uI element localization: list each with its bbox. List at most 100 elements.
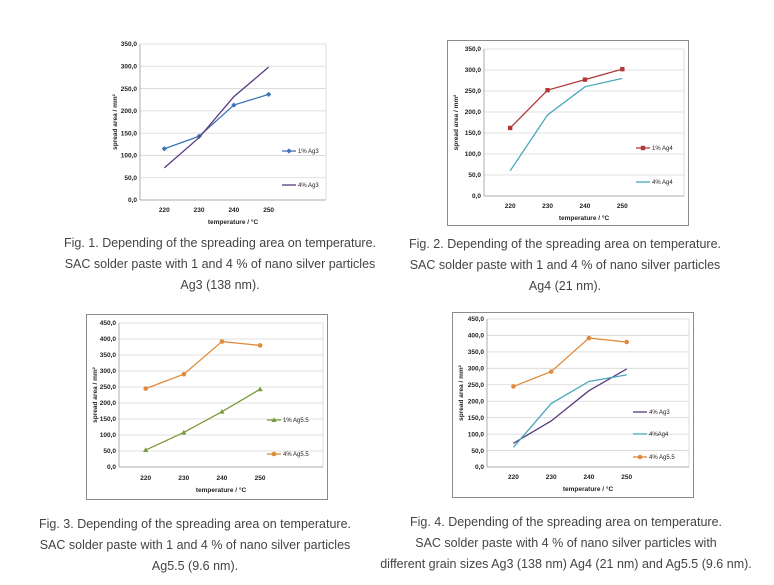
y-tick-label: 400,0 <box>100 336 117 343</box>
x-tick-label: 250 <box>621 474 632 481</box>
data-point <box>181 371 187 377</box>
data-point <box>181 429 187 435</box>
legend-label: 4% Ag5.5 <box>649 455 675 461</box>
data-point <box>624 339 630 345</box>
x-tick-label: 230 <box>546 474 557 481</box>
legend-marker <box>640 145 646 151</box>
series-line-2 <box>512 374 627 448</box>
y-tick-label: 100,0 <box>465 151 482 158</box>
legend-label: 1% Ag5.5 <box>283 418 309 424</box>
y-tick-label: 150,0 <box>465 130 482 137</box>
y-tick-label: 300,0 <box>468 366 485 373</box>
y-tick-label: 350,0 <box>465 46 482 53</box>
legend-label: 1% Ag4 <box>652 146 673 152</box>
data-point <box>257 343 263 348</box>
x-tick-label: 250 <box>255 475 266 482</box>
caption-fig1-line3: Ag3 (138 nm). <box>180 278 260 292</box>
data-point <box>266 91 272 97</box>
legend-label: 1% Ag3 <box>298 149 319 155</box>
y-tick-label: 200,0 <box>100 400 117 407</box>
y-tick-label: 50,0 <box>103 448 116 455</box>
chart-fig1: 0,0 50,0 100,0 150,0 200,0 250,0 300,0 350,0 220… <box>108 36 330 232</box>
caption-fig3-line3: Ag5.5 (9.6 nm). <box>151 559 239 573</box>
series-line-1 <box>164 93 269 150</box>
y-tick-label: 150,0 <box>121 130 138 137</box>
y-tick-label: 0,0 <box>475 464 484 471</box>
legend-label: 4% Ag3 <box>298 183 319 189</box>
x-tick-label: 220 <box>505 203 516 210</box>
y-tick-label: 250,0 <box>121 86 138 93</box>
x-axis-title: temperature / °C <box>563 485 614 493</box>
y-tick-label: 200,0 <box>465 109 482 116</box>
x-tick-label: 240 <box>580 203 591 210</box>
y-tick-label: 350,0 <box>100 352 117 359</box>
series-line-3 <box>513 337 627 388</box>
y-tick-label: 0,0 <box>128 197 137 204</box>
y-axis-title: spread area / mm² <box>92 366 99 422</box>
y-tick-label: 300,0 <box>465 67 482 74</box>
data-point <box>196 133 202 139</box>
chart-fig3-svg: 0,0 50,0 100,0 150,0 200,0 250,0 300,0 350,0 400… <box>92 320 324 494</box>
legend-marker <box>271 451 277 457</box>
x-tick-label: 230 <box>194 207 205 214</box>
y-tick-label: 350,0 <box>468 349 485 356</box>
y-tick-label: 200,0 <box>468 398 485 405</box>
chart-fig3: 0,0 50,0 100,0 150,0 200,0 250,0 300,0 350,0 400… <box>86 314 328 500</box>
data-point <box>586 335 592 341</box>
caption-fig4-line1: Fig. 4. Depending of the spreading area … <box>409 515 722 529</box>
data-point <box>219 339 225 344</box>
y-tick-label: 100,0 <box>121 153 138 160</box>
chart-fig1-svg: 0,0 50,0 100,0 150,0 200,0 250,0 300,0 350,0 220… <box>112 41 327 226</box>
x-tick-label: 240 <box>584 474 595 481</box>
y-tick-label: 200,0 <box>121 108 138 115</box>
caption-fig1-line1: Fig. 1. Depending of the spreading area … <box>63 236 376 250</box>
caption-fig1-line2: SAC solder paste with 1 and 4 % of nano … <box>64 257 376 271</box>
data-point <box>620 66 625 72</box>
chart-fig4-svg: 0,0 50,0 100,0 150,0 200,0 250,0 300,0 350,0 400… <box>458 316 690 493</box>
y-tick-label: 300,0 <box>121 63 138 70</box>
x-tick-label: 240 <box>217 475 228 482</box>
legend-label: 4%Ag4 <box>649 432 669 438</box>
y-tick-label: 250,0 <box>465 88 482 95</box>
x-axis-title: temperature / °C <box>559 214 610 222</box>
x-tick-label: 220 <box>508 474 519 481</box>
chart-fig2: 0,0 50,0 100,0 150,0 200,0 250,0 300,0 350,0 220… <box>447 40 689 226</box>
y-tick-label: 0,0 <box>107 464 116 471</box>
y-tick-label: 300,0 <box>100 368 117 375</box>
x-tick-label: 220 <box>140 475 151 482</box>
y-tick-label: 400,0 <box>468 333 485 340</box>
y-tick-label: 450,0 <box>100 320 117 327</box>
caption-fig1: Fig. 1. Depending of the spreading area … <box>20 233 420 296</box>
series-line-2 <box>145 340 261 390</box>
x-tick-label: 240 <box>228 207 239 214</box>
caption-fig2-line3: Ag4 (21 nm). <box>528 279 602 293</box>
x-tick-label: 230 <box>542 203 553 210</box>
y-tick-label: 450,0 <box>468 316 485 323</box>
data-point <box>231 102 237 108</box>
caption-fig2-line1: Fig. 2. Depending of the spreading area … <box>408 237 721 251</box>
x-tick-label: 250 <box>617 203 628 210</box>
legend-label: 4% Ag4 <box>652 180 673 186</box>
y-tick-label: 150,0 <box>468 415 485 422</box>
caption-fig4-line2: SAC solder paste with 4 % of nano silver… <box>415 536 717 550</box>
series-line-2 <box>509 77 623 172</box>
chart-fig2-svg: 0,0 50,0 100,0 150,0 200,0 250,0 300,0 350,0 220… <box>453 46 685 222</box>
y-axis-title: spread area / mm² <box>453 94 460 150</box>
x-tick-label: 220 <box>159 207 170 214</box>
series-line-1 <box>513 368 628 444</box>
data-point <box>511 384 516 389</box>
x-axis-title: temperature / °C <box>196 486 247 494</box>
caption-fig2-line2: SAC solder paste with 1 and 4 % of nano … <box>409 258 721 272</box>
caption-fig3-line1: Fig. 3. Depending of the spreading area … <box>38 517 351 531</box>
caption-fig3: Fig. 3. Depending of the spreading area … <box>0 514 390 577</box>
y-tick-label: 50,0 <box>468 172 481 179</box>
legend-marker <box>286 148 292 154</box>
y-tick-label: 250,0 <box>468 382 485 389</box>
y-tick-label: 50,0 <box>124 175 137 182</box>
legend-label: 4% Ag5.5 <box>283 452 309 458</box>
data-point <box>548 369 554 374</box>
data-point <box>257 386 263 392</box>
y-tick-label: 0,0 <box>472 193 481 200</box>
x-tick-label: 230 <box>178 475 189 482</box>
series-line-1 <box>145 388 261 451</box>
